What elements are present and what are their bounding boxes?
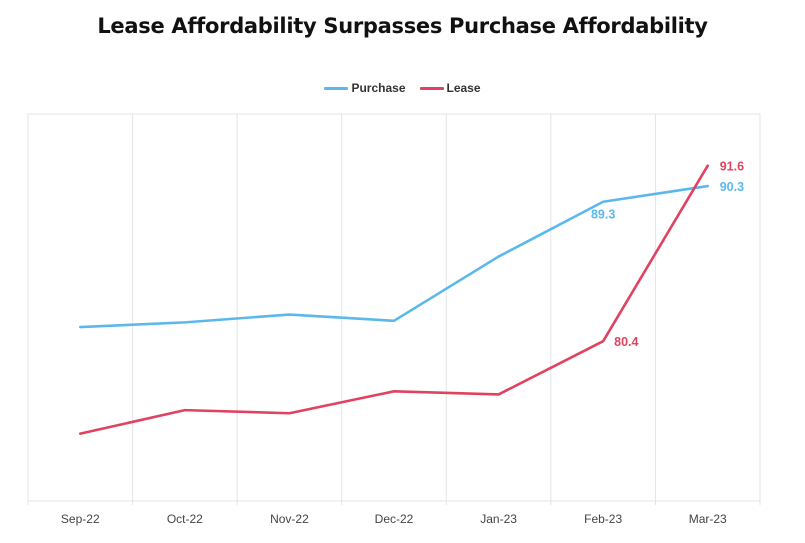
x-tick-label: Nov-22 <box>270 512 309 526</box>
x-tick-label: Feb-23 <box>584 512 622 526</box>
legend-label-lease: Lease <box>446 81 481 95</box>
x-tick-label: Oct-22 <box>167 512 203 526</box>
x-tick-label: Mar-23 <box>689 512 727 526</box>
chart-title: Lease Affordability Surpasses Purchase A… <box>97 14 708 38</box>
legend-item-purchase[interactable]: Purchase <box>324 81 406 95</box>
x-tick-label: Jan-23 <box>480 512 517 526</box>
series-line-purchase <box>78 184 710 329</box>
legend-swatch-lease <box>419 86 444 90</box>
legend-label-purchase: Purchase <box>351 81 406 95</box>
x-tick-label: Sep-22 <box>61 512 100 526</box>
data-label-purchase: 90.3 <box>720 180 744 194</box>
data-label-lease: 91.6 <box>720 160 744 174</box>
legend-item-lease[interactable]: Lease <box>419 81 481 95</box>
legend: Purchase Lease <box>0 81 805 95</box>
data-label-lease: 80.4 <box>614 335 638 349</box>
x-tick-label: Dec-22 <box>375 512 414 526</box>
series-line-lease <box>78 164 710 435</box>
legend-swatch-purchase <box>324 86 349 90</box>
data-label-purchase: 89.3 <box>591 208 615 222</box>
plot-frame <box>27 113 761 502</box>
